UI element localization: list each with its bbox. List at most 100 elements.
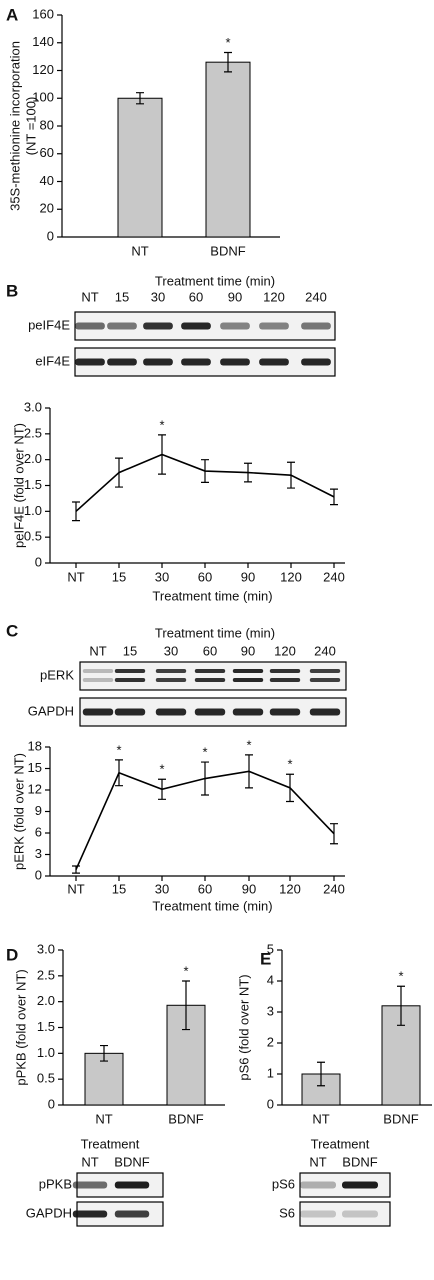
blot-band: [75, 322, 105, 330]
blot-band: [259, 322, 289, 330]
significance-marker: *: [183, 963, 188, 978]
y-tick-label: 1.5: [37, 1019, 55, 1034]
panel: B 0 0.5 1.0 1.5 2.0 2.5 3.0 peIF4E (fold over NT…: [6, 273, 345, 603]
error-bar: [182, 980, 190, 1031]
panel-letter: E: [260, 949, 271, 968]
y-axis-label: 35S-methionine incorporation: [7, 41, 22, 211]
y-axis-label: peIF4E (fold over NT): [11, 423, 26, 548]
lane-label: BDNF: [114, 1154, 149, 1169]
y-tick-label: 2.5: [24, 425, 42, 440]
lane-label: 60: [203, 643, 217, 658]
lane-label: 240: [314, 643, 336, 658]
y-tick-label: 5: [267, 941, 274, 956]
y-axis-label: (NT =100): [23, 97, 38, 156]
blot-band: [143, 358, 173, 366]
x-tick-label: NT: [95, 1111, 112, 1126]
error-bar: [224, 51, 232, 73]
y-tick-label: 160: [32, 6, 54, 21]
blot-row-label: pERK: [40, 667, 74, 682]
error-bar: [115, 457, 123, 488]
y-tick-label: 140: [32, 34, 54, 49]
error-bar: [397, 985, 405, 1026]
error-bar: [72, 865, 80, 874]
error-bar: [100, 1044, 108, 1062]
blot-band: [309, 678, 341, 682]
y-tick-label: 3.0: [24, 399, 42, 414]
significance-marker: *: [116, 742, 121, 757]
x-tick-label: 90: [242, 881, 256, 896]
error-bar: [317, 1061, 325, 1087]
lane-label: NT: [81, 1154, 98, 1169]
panel: D 0 0.5 1.0 1.5 2.0 2.5 3.0 pPKB (fold over NT) N…: [6, 941, 225, 1227]
y-tick-label: 0.5: [24, 529, 42, 544]
blot-band: [155, 678, 187, 682]
blot-band: [269, 708, 301, 716]
lane-label: 60: [189, 289, 203, 304]
x-tick-label: 90: [241, 569, 255, 584]
blot-band: [309, 669, 341, 673]
y-tick-label: 0: [48, 1096, 55, 1111]
x-axis-label: Treatment time (min): [152, 898, 272, 913]
y-tick-label: 3: [267, 1003, 274, 1018]
blot-band: [301, 358, 331, 366]
blot-band: [107, 322, 137, 330]
lane-label: BDNF: [342, 1154, 377, 1169]
lane-label: 240: [305, 289, 327, 304]
lane-label: NT: [89, 643, 106, 658]
x-tick-label: BDNF: [210, 243, 245, 258]
y-tick-label: 4: [267, 972, 274, 987]
x-tick-label: 240: [323, 881, 345, 896]
y-tick-label: 2.5: [37, 967, 55, 982]
error-bar: [201, 761, 209, 796]
lane-label: 15: [115, 289, 129, 304]
x-tick-label: 30: [155, 569, 169, 584]
y-tick-label: 12: [28, 781, 42, 796]
x-axis-label: Treatment time (min): [152, 588, 272, 603]
significance-marker: *: [202, 744, 207, 759]
y-axis-label: pPKB (fold over NT): [13, 969, 28, 1085]
y-tick-label: 2: [267, 1034, 274, 1049]
error-bar: [158, 434, 166, 475]
y-tick-label: 1.0: [37, 1045, 55, 1060]
blot-band: [181, 358, 211, 366]
blot-band: [107, 358, 137, 366]
lane-label: 30: [164, 643, 178, 658]
blot-band: [259, 358, 289, 366]
blot-band: [232, 708, 264, 716]
blot-header: Treatment time (min): [155, 625, 275, 640]
bar: [117, 97, 163, 238]
blot-header: Treatment: [81, 1136, 140, 1151]
x-tick-label: 60: [198, 569, 212, 584]
panel-letter: D: [6, 945, 18, 964]
significance-marker: *: [398, 969, 403, 984]
blot-band: [301, 322, 331, 330]
blot-band: [269, 669, 301, 673]
y-tick-label: 100: [32, 90, 54, 105]
panel: E 0 1 2 3 4 5 pS6 (fold over NT) NT BDNF * Treatmen…: [236, 941, 432, 1227]
y-tick-label: 20: [40, 201, 54, 216]
blot-band: [114, 669, 146, 673]
blot-band: [114, 1210, 150, 1218]
y-tick-label: 0: [267, 1096, 274, 1111]
significance-marker: *: [159, 417, 164, 432]
y-tick-label: 15: [28, 760, 42, 775]
x-tick-label: 120: [280, 569, 302, 584]
x-tick-label: BDNF: [383, 1111, 418, 1126]
blot-band: [82, 669, 114, 673]
blot-band: [300, 1210, 336, 1218]
blot-band: [155, 708, 187, 716]
blot-band: [82, 678, 114, 682]
x-tick-label: NT: [67, 569, 84, 584]
panel-letter: C: [6, 621, 18, 640]
y-tick-label: 1: [267, 1065, 274, 1080]
blot-row-label: GAPDH: [26, 1205, 72, 1220]
lane-label: NT: [81, 289, 98, 304]
lane-label: 30: [151, 289, 165, 304]
blot-band: [342, 1210, 378, 1218]
error-bar: [245, 754, 253, 789]
error-bar: [287, 461, 295, 489]
error-bar: [115, 759, 123, 787]
significance-marker: *: [225, 35, 230, 50]
y-tick-label: 2.0: [24, 451, 42, 466]
blot-band: [72, 1210, 108, 1218]
